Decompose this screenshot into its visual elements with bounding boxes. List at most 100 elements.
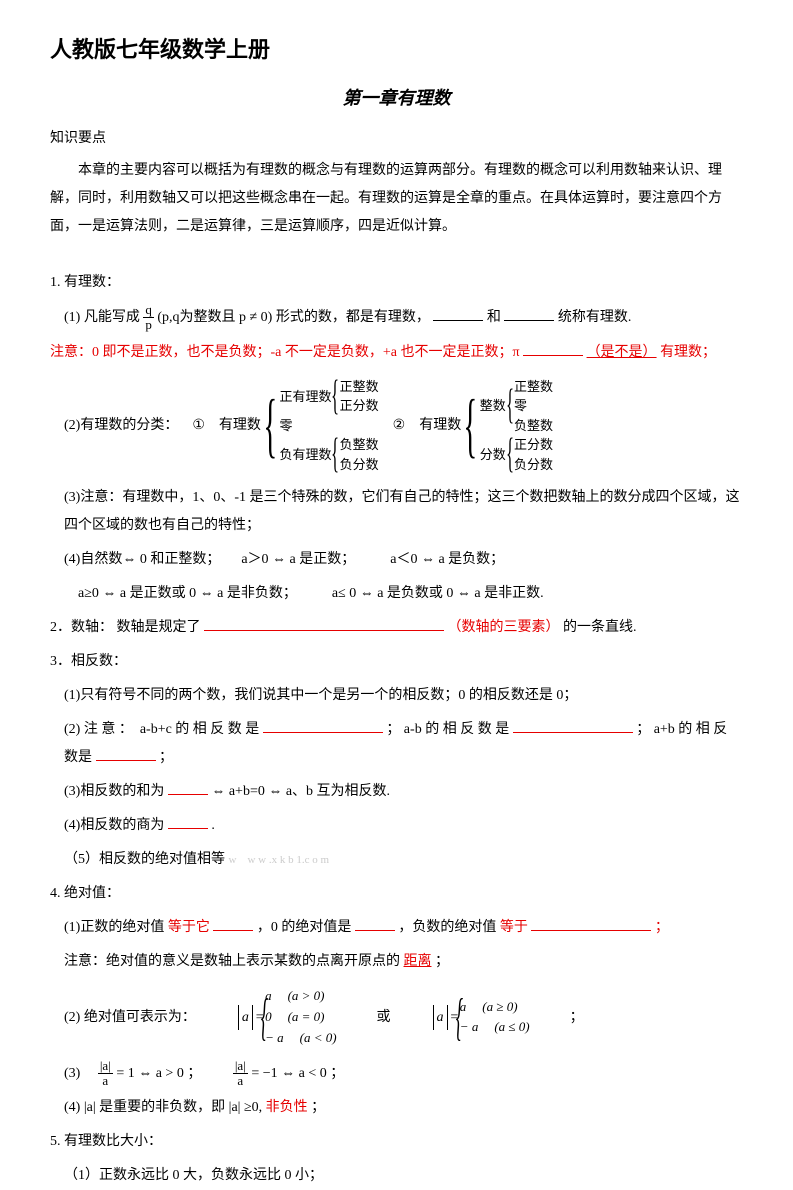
- s4-p3: (3) |a|a = 1 ⇔ a > 0 ； |a|a = −1 ⇔ a < 0…: [50, 1059, 743, 1089]
- brace-icon: {: [332, 382, 340, 411]
- section-label: 知识要点: [50, 126, 743, 151]
- text: (4)相反数的商为: [64, 818, 164, 833]
- blank-red: [523, 342, 583, 356]
- blank-red: [168, 815, 208, 829]
- brace-icon: {: [332, 440, 340, 469]
- section-1-title: 1. 有理数：: [50, 269, 743, 297]
- text: ；: [159, 750, 173, 765]
- label: (2)有理数的分类：: [64, 413, 178, 438]
- red-text: （数轴的三要素）: [448, 620, 560, 635]
- text: (1)正数的绝对值: [64, 920, 164, 935]
- semicolon: ；: [570, 1005, 584, 1030]
- text: (1) 凡能写成: [64, 310, 140, 325]
- s3-p1: (1)只有符号不同的两个数，我们说其中一个是另一个的相反数；0 的相反数还是 0…: [50, 682, 743, 710]
- c: (a ≥ 0): [482, 997, 517, 1018]
- text: 数轴是规定了: [117, 620, 201, 635]
- eq: = 1 ⇔ a > 0 ；: [116, 1066, 201, 1081]
- s1-p4: (4)自然数⇔ 0 和正整数； a＞0 ⇔ a 是正数； a＜0 ⇔ a 是负数…: [50, 546, 743, 574]
- document-title: 人教版七年级数学上册: [50, 30, 743, 70]
- piecewise-2: a= { a(a ≥ 0) − a(a ≤ 0): [431, 997, 530, 1039]
- intro-paragraph: 本章的主要内容可以概括为有理数的概念与有理数的运算两部分。有理数的概念可以利用数…: [50, 157, 743, 241]
- text: ； a-b 的 相 反 数 是: [386, 722, 509, 737]
- leaf: 正整数: [514, 377, 553, 397]
- c: (a > 0): [288, 986, 325, 1007]
- title: 2．数轴：: [50, 620, 113, 635]
- text: (p,q为整数且 p ≠ 0) 形式的数，都是有理数，: [157, 310, 430, 325]
- c: (a ≤ 0): [494, 1017, 529, 1038]
- classification-2: 有理数 { 整数 { 正整数 零 负整数 分数 { 正分数 负分数: [419, 377, 553, 475]
- blank-red: [204, 617, 444, 631]
- frac-abs-a: |a|a: [98, 1059, 113, 1089]
- text: (4) |a| 是重要的非负数，即 |a| ≥0,: [64, 1100, 266, 1115]
- text: （5）相反数的绝对值相等: [64, 852, 225, 867]
- text: ；: [311, 1100, 325, 1115]
- red-underline: 距离: [404, 954, 432, 969]
- s4-p1: (1)正数的绝对值 等于它 ，0 的绝对值是 ，负数的绝对值 等于 ；: [50, 914, 743, 942]
- blank-red: [168, 781, 208, 795]
- s3-p4: (4)相反数的商为 .: [50, 812, 743, 840]
- s3-p3: (3)相反数的和为 ⇔ a+b=0 ⇔ a、b 互为相反数.: [50, 778, 743, 806]
- leaf: 负整数: [514, 416, 553, 436]
- watermark-text: w w w .x k b 1.c o m: [229, 854, 330, 866]
- frac-abs-a: |a|a: [233, 1059, 248, 1089]
- cat: 负有理数: [279, 445, 331, 465]
- blank-red: [96, 747, 156, 761]
- label: (3): [64, 1066, 80, 1081]
- blank: [504, 307, 554, 321]
- piecewise-1: a= { a(a > 0) 0(a = 0) − a(a < 0): [236, 986, 337, 1048]
- cat: 分数: [480, 445, 506, 465]
- s3-p5: （5）相反数的绝对值相等 w w w .x k b 1.c o m: [50, 846, 743, 874]
- blank-red: [513, 719, 633, 733]
- leaf: 负整数: [340, 435, 379, 455]
- c: (a = 0): [288, 1007, 325, 1028]
- label: (2) 绝对值可表示为：: [64, 1005, 196, 1030]
- leaf: 正分数: [514, 435, 553, 455]
- s5-p1: （1）正数永远比 0 大，负数永远比 0 小；: [50, 1162, 743, 1190]
- or: 或: [377, 1005, 391, 1030]
- chapter-title: 第一章有理数: [50, 82, 743, 114]
- brace-icon: {: [506, 440, 514, 469]
- note-red-u: （是不是）: [587, 345, 657, 360]
- brace-icon: {: [456, 997, 463, 1039]
- text: (3)相反数的和为: [64, 784, 164, 799]
- s1-p4b: a≥0 ⇔ a 是正数或 0 ⇔ a 是非负数； a≤ 0 ⇔ a 是负数或 0…: [50, 580, 743, 608]
- text: ，负数的绝对值: [398, 920, 496, 935]
- fraction-qp: q p: [143, 303, 154, 333]
- red: 等于它: [168, 920, 210, 935]
- s3-p2: (2) 注 意 ： a-b+c 的 相 反 数 是 ； a-b 的 相 反 数 …: [50, 716, 743, 772]
- leaf: 正分数: [340, 396, 379, 416]
- text: ；: [435, 954, 449, 969]
- text: ⇔ a+b=0 ⇔ a、b 互为相反数.: [211, 784, 390, 799]
- s1-p3: (3)注意：有理数中，1、0、-1 是三个特殊的数，它们有自己的特性；这三个数把…: [50, 484, 743, 540]
- text: (2) 注 意 ： a-b+c 的 相 反 数 是: [64, 722, 259, 737]
- text: ，0 的绝对值是: [257, 920, 352, 935]
- abs-a: a: [238, 1005, 253, 1030]
- text: 的一条直线.: [563, 620, 637, 635]
- text: 注意：绝对值的意义是数轴上表示某数的点离开原点的: [64, 954, 400, 969]
- root: 有理数: [219, 413, 261, 438]
- s1-p1: (1) 凡能写成 q p (p,q为整数且 p ≠ 0) 形式的数，都是有理数，…: [50, 303, 743, 333]
- section-4-title: 4. 绝对值：: [50, 880, 743, 908]
- leaf: 正整数: [340, 377, 379, 397]
- cat: 零: [279, 416, 378, 436]
- red: 非负性: [266, 1100, 308, 1115]
- abs-a: a: [433, 1005, 448, 1030]
- text: 和: [487, 310, 501, 325]
- section-2: 2．数轴： 数轴是规定了 （数轴的三要素） 的一条直线.: [50, 614, 743, 642]
- brace-icon: {: [464, 397, 478, 455]
- leaf: 负分数: [340, 455, 379, 475]
- brace-icon: {: [261, 997, 268, 1039]
- note-red: 注意：0 即不是正数，也不是负数；-a 不一定是负数，+a 也不一定是正数；π: [50, 345, 520, 360]
- classification-row: (2)有理数的分类： ① 有理数 { 正有理数 { 正整数 正分数 零 负有理数…: [50, 377, 743, 475]
- blank: [433, 307, 483, 321]
- eq: = −1 ⇔ a < 0 ；: [251, 1066, 344, 1081]
- s4-p4: (4) |a| 是重要的非负数，即 |a| ≥0, 非负性 ；: [50, 1094, 743, 1122]
- note-red: 有理数；: [660, 345, 716, 360]
- cat: 整数: [480, 396, 506, 416]
- leaf: 零: [514, 396, 553, 416]
- brace-icon: {: [263, 397, 277, 455]
- red: ；: [655, 920, 669, 935]
- classification-1: 有理数 { 正有理数 { 正整数 正分数 零 负有理数 { 负整数 负分数: [219, 377, 379, 475]
- circled-1: ①: [192, 413, 205, 438]
- leaf: 负分数: [514, 455, 553, 475]
